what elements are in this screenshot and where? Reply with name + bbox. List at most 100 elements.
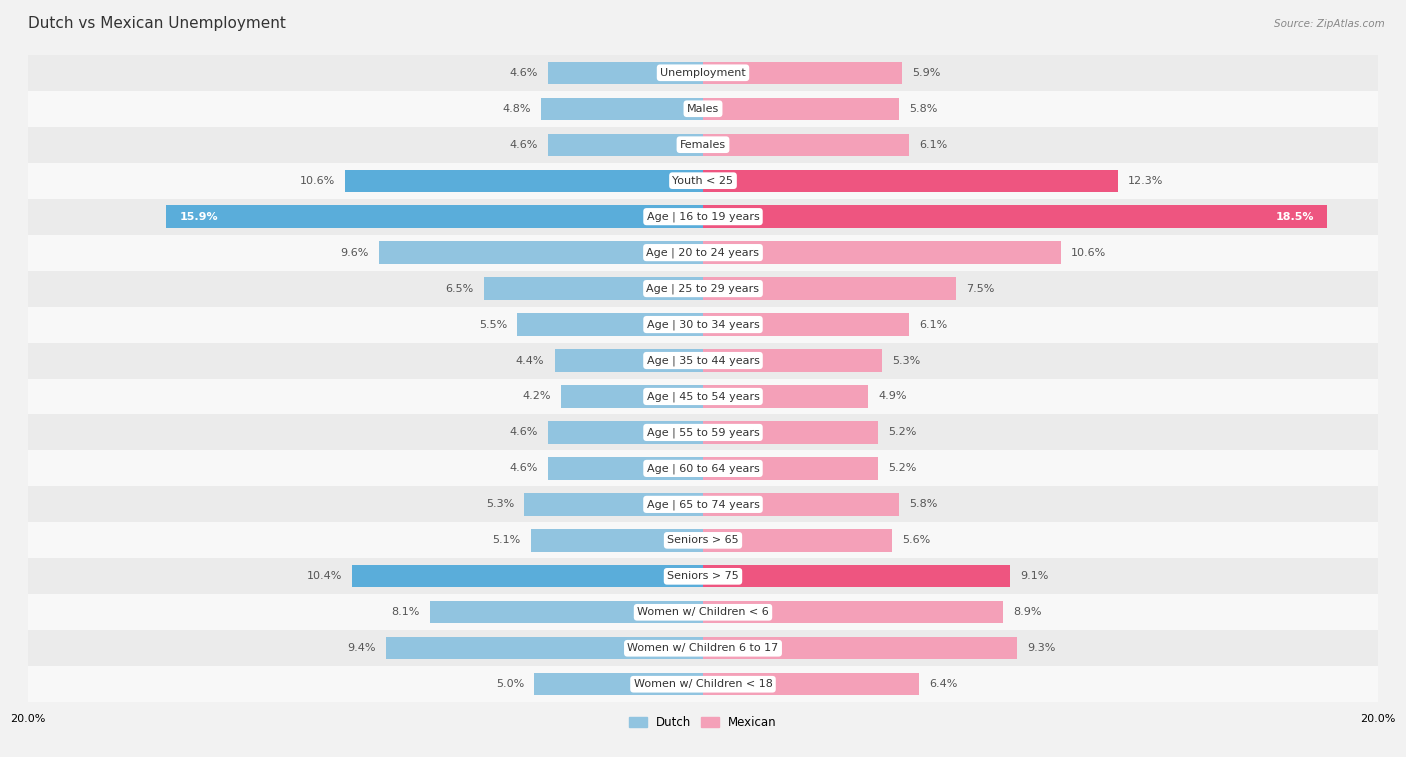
Text: 9.6%: 9.6% [340,248,368,257]
Text: Males: Males [688,104,718,114]
Bar [28,594,1378,631]
Text: 5.9%: 5.9% [912,68,941,78]
Bar [28,307,1378,342]
Bar [28,126,1378,163]
Text: Dutch vs Mexican Unemployment: Dutch vs Mexican Unemployment [28,17,285,31]
Text: 8.9%: 8.9% [1014,607,1042,617]
Bar [703,277,956,300]
Text: Unemployment: Unemployment [661,68,745,78]
Text: 6.5%: 6.5% [446,284,474,294]
Text: 18.5%: 18.5% [1275,212,1313,222]
Bar [346,170,703,192]
Text: Seniors > 75: Seniors > 75 [666,572,740,581]
Bar [548,133,703,156]
Text: Age | 65 to 74 years: Age | 65 to 74 years [647,499,759,509]
Text: 6.4%: 6.4% [929,679,957,689]
Bar [703,350,882,372]
Bar [554,350,703,372]
Text: 4.9%: 4.9% [879,391,907,401]
Text: 10.6%: 10.6% [1071,248,1107,257]
Bar [28,342,1378,378]
Text: Age | 25 to 29 years: Age | 25 to 29 years [647,283,759,294]
Text: 4.4%: 4.4% [516,356,544,366]
Text: 4.6%: 4.6% [509,140,537,150]
Bar [703,601,1004,624]
Text: Age | 55 to 59 years: Age | 55 to 59 years [647,427,759,438]
Text: 5.0%: 5.0% [496,679,524,689]
Bar [28,55,1378,91]
Bar [561,385,703,407]
Text: Age | 16 to 19 years: Age | 16 to 19 years [647,211,759,222]
Text: 5.2%: 5.2% [889,463,917,473]
Text: 9.1%: 9.1% [1021,572,1049,581]
Bar [28,415,1378,450]
Bar [28,235,1378,270]
Bar [166,205,703,228]
Text: 15.9%: 15.9% [180,212,218,222]
Bar [380,241,703,263]
Bar [28,487,1378,522]
Text: 4.6%: 4.6% [509,68,537,78]
Text: Seniors > 65: Seniors > 65 [668,535,738,545]
Text: Age | 45 to 54 years: Age | 45 to 54 years [647,391,759,402]
Bar [28,666,1378,702]
Text: 4.2%: 4.2% [523,391,551,401]
Bar [703,565,1010,587]
Bar [703,529,891,552]
Text: Age | 35 to 44 years: Age | 35 to 44 years [647,355,759,366]
Bar [703,422,879,444]
Text: Age | 20 to 24 years: Age | 20 to 24 years [647,248,759,258]
Text: Age | 60 to 64 years: Age | 60 to 64 years [647,463,759,474]
Bar [703,494,898,516]
Bar [703,313,908,335]
Text: 10.4%: 10.4% [307,572,342,581]
Text: Females: Females [681,140,725,150]
Bar [703,170,1118,192]
Text: 10.6%: 10.6% [299,176,335,185]
Legend: Dutch, Mexican: Dutch, Mexican [624,712,782,734]
Text: Women w/ Children 6 to 17: Women w/ Children 6 to 17 [627,643,779,653]
Bar [524,494,703,516]
Bar [484,277,703,300]
Bar [430,601,703,624]
Text: 9.4%: 9.4% [347,643,375,653]
Text: 5.1%: 5.1% [492,535,520,545]
Text: 5.8%: 5.8% [908,104,938,114]
Bar [703,61,903,84]
Bar [517,313,703,335]
Bar [703,133,908,156]
Text: 5.8%: 5.8% [908,500,938,509]
Bar [28,559,1378,594]
Bar [534,673,703,696]
Text: 5.3%: 5.3% [891,356,920,366]
Bar [385,637,703,659]
Bar [541,98,703,120]
Bar [703,673,920,696]
Bar [548,457,703,480]
Bar [28,522,1378,559]
Text: 4.8%: 4.8% [502,104,531,114]
Text: 7.5%: 7.5% [966,284,994,294]
Bar [703,637,1017,659]
Bar [28,198,1378,235]
Text: 8.1%: 8.1% [391,607,419,617]
Text: Women w/ Children < 18: Women w/ Children < 18 [634,679,772,689]
Bar [28,378,1378,415]
Text: 6.1%: 6.1% [920,140,948,150]
Bar [703,241,1060,263]
Bar [548,61,703,84]
Text: Age | 30 to 34 years: Age | 30 to 34 years [647,319,759,330]
Bar [703,205,1327,228]
Bar [28,270,1378,307]
Bar [28,163,1378,198]
Text: Youth < 25: Youth < 25 [672,176,734,185]
Text: 5.2%: 5.2% [889,428,917,438]
Bar [28,91,1378,126]
Text: 9.3%: 9.3% [1026,643,1056,653]
Text: 4.6%: 4.6% [509,428,537,438]
Text: Source: ZipAtlas.com: Source: ZipAtlas.com [1274,19,1385,29]
Bar [28,631,1378,666]
Bar [531,529,703,552]
Text: 12.3%: 12.3% [1128,176,1164,185]
Bar [28,450,1378,487]
